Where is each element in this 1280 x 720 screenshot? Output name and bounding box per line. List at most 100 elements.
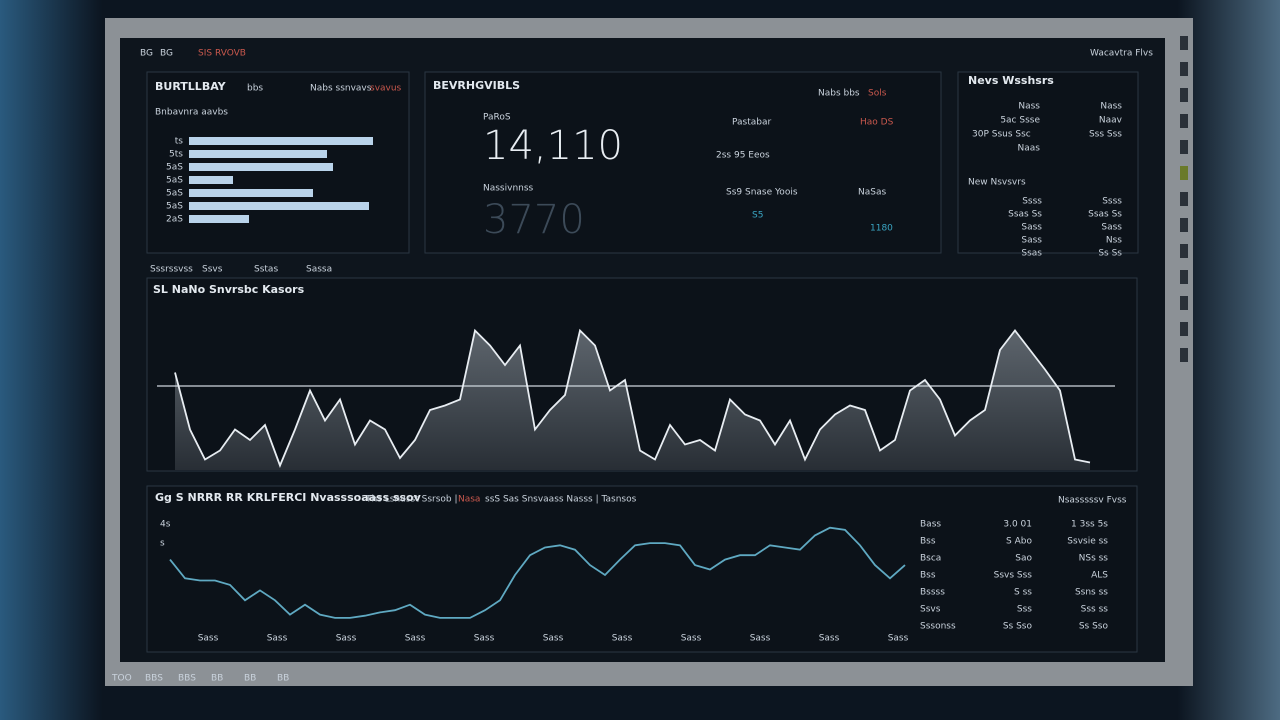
kpi-value: 1180 xyxy=(870,224,893,234)
y-tick-label: 5aS xyxy=(166,202,183,212)
kpi-value: S5 xyxy=(752,211,763,221)
axis-mark: 4s xyxy=(160,520,171,530)
table-cell: Sssonss xyxy=(920,622,956,632)
list-cell: Naav xyxy=(1099,116,1123,126)
kpi-label: Nassivnnss xyxy=(483,184,534,194)
y-tick-label: ts xyxy=(175,137,184,147)
bar xyxy=(189,202,369,210)
kpi-panel xyxy=(424,71,942,254)
bar xyxy=(189,137,373,145)
table-cell: Bsca xyxy=(920,554,941,564)
list-section: New Nsvsvrs xyxy=(968,178,1026,188)
list-cell: Ss Ss xyxy=(1098,249,1122,259)
x-tick-label: Sass xyxy=(336,634,357,644)
panel-header: Nsasssssv Fvss xyxy=(1058,496,1127,506)
bar xyxy=(189,163,333,171)
table-cell: Ssvs Sss xyxy=(994,571,1033,581)
legend-item: Sassa xyxy=(306,265,332,275)
x-tick-label: Sass xyxy=(681,634,702,644)
topbar-item: BG xyxy=(160,49,173,59)
list-cell: Sass xyxy=(1101,223,1122,233)
list-cell: Ssas Ss xyxy=(1088,210,1122,220)
list-cell: Ssas xyxy=(1021,249,1042,259)
table-cell: Ss Sso xyxy=(1003,622,1033,632)
x-tick-label: Sass xyxy=(405,634,426,644)
taskbar-item: BB xyxy=(277,674,289,684)
panel-heading: Bnbavnra aavbs xyxy=(155,108,228,118)
side-icons xyxy=(1180,36,1188,362)
topbar-right: Wacavtra Flvs xyxy=(1090,49,1153,59)
line xyxy=(174,328,1091,468)
x-tick-label: Sass xyxy=(750,634,771,644)
topbar-item: BG xyxy=(140,49,153,59)
table-cell: 3.0 01 xyxy=(1003,520,1032,530)
line-panel xyxy=(146,485,1138,653)
kpi-label: Pastabar xyxy=(732,118,771,128)
table-cell: Sss xyxy=(1017,605,1032,615)
y-tick-label: 5ts xyxy=(169,150,183,160)
kpi-label: Ss9 Snase Yoois xyxy=(726,188,798,198)
topbar-item: SIS RVOVB xyxy=(198,49,246,59)
panel-title-part: ssS Sas Snsvaass Nasss | Tasnsos xyxy=(485,495,637,505)
kpi-value: 14,110 xyxy=(483,123,623,169)
bar xyxy=(189,150,327,158)
table-cell: Sao xyxy=(1015,554,1032,564)
legend-item: Sssrssvss xyxy=(150,265,193,275)
table-cell: Ssvs xyxy=(920,605,941,615)
y-tick-label: 5aS xyxy=(166,189,183,199)
table-cell: Bssss xyxy=(920,588,945,598)
panel-header-red: Sols xyxy=(868,89,887,99)
panel-title: SL NaNo Snvrsbc Kasors xyxy=(153,283,305,296)
list-cell: Ssss xyxy=(1022,197,1042,207)
panel-title-suffix: bbs xyxy=(247,84,263,94)
list-cell: Naas xyxy=(1018,144,1041,154)
taskbar-item: BBS xyxy=(145,674,163,684)
x-tick-label: Sass xyxy=(267,634,288,644)
table-cell: S ss xyxy=(1014,588,1032,598)
list-cell: Ssas Ss xyxy=(1008,210,1042,220)
kpi-value: 2ss 95 Eeos xyxy=(716,151,770,161)
x-tick-label: Sass xyxy=(543,634,564,644)
legend-item: Sstas xyxy=(254,265,278,275)
list-cell: 5ac Ssse xyxy=(1000,116,1040,126)
y-tick-label: 5aS xyxy=(166,163,183,173)
table-cell: Bass xyxy=(920,520,941,530)
table-cell: Bss xyxy=(920,571,936,581)
panel-title: BURTLLBAY xyxy=(155,80,227,93)
panel-title: Gg S NRRR RR KRLFERCI Nvasssoaass ssov xyxy=(155,491,422,504)
list-cell: Nass xyxy=(1018,102,1040,112)
panel-title-part: Ths Lsnusst Ssrsob | xyxy=(365,495,458,505)
table-cell: ALS xyxy=(1091,571,1108,581)
list-cell: Nss xyxy=(1106,236,1122,246)
list-cell: Ssss xyxy=(1102,197,1122,207)
kpi-label: PaRoS xyxy=(483,113,511,123)
x-tick-label: Sass xyxy=(888,634,909,644)
list-cell: Sass xyxy=(1021,223,1042,233)
legend-item: Ssvs xyxy=(202,265,223,275)
panel-title-red: Nasa xyxy=(458,495,480,505)
panel-title: BEVRHGVIBLS xyxy=(433,79,520,92)
bar xyxy=(189,215,249,223)
kpi-label: Hao DS xyxy=(860,118,894,128)
kpi-label: NaSas xyxy=(858,188,886,198)
y-tick-label: 2aS xyxy=(166,215,183,225)
table-cell: Ssvsie ss xyxy=(1067,537,1108,547)
bar xyxy=(189,176,233,184)
panel-subtitle: Nabs ssnvavs xyxy=(310,84,372,94)
table-cell: NSs ss xyxy=(1079,554,1109,564)
list-cell: Sss Sss xyxy=(1089,130,1122,140)
kpi-value: 3770 xyxy=(483,197,585,243)
x-tick-label: Sass xyxy=(198,634,219,644)
list-cell: Sass xyxy=(1021,236,1042,246)
x-tick-label: Sass xyxy=(612,634,633,644)
x-tick-label: Sass xyxy=(819,634,840,644)
table-cell: Sss ss xyxy=(1081,605,1109,615)
axis-mark: s xyxy=(160,539,165,549)
panel-subtitle-red: svavus xyxy=(370,84,402,94)
table-cell: Bss xyxy=(920,537,936,547)
list-panel xyxy=(957,71,1139,254)
taskbar-item: BB xyxy=(211,674,223,684)
taskbar-item: TOO xyxy=(111,674,132,684)
bar-panel xyxy=(146,71,410,254)
bar xyxy=(189,189,313,197)
